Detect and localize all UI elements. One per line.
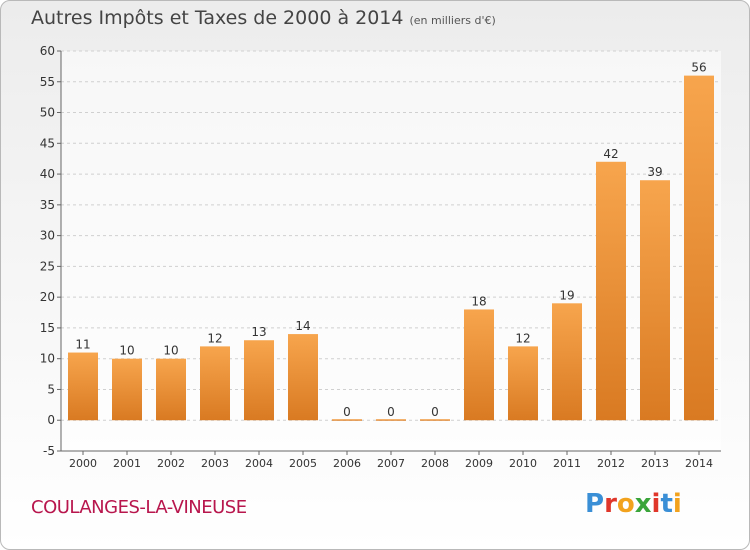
bar: [508, 346, 538, 421]
bar-value-label: 10: [119, 344, 134, 358]
unit-label: (en milliers d'€): [409, 14, 496, 27]
x-tick-label: 2000: [69, 457, 97, 470]
logo-letter: r: [604, 489, 617, 519]
bar: [68, 352, 98, 421]
logo-letter: x: [634, 489, 652, 519]
logo-letter: o: [616, 489, 635, 519]
bar: [244, 340, 274, 421]
y-tick-label: -5: [43, 444, 55, 458]
bar-value-label: 12: [207, 331, 222, 345]
bar-value-label: 10: [163, 344, 178, 358]
y-tick-label: 55: [40, 75, 55, 89]
y-tick-label: 40: [40, 167, 55, 181]
x-tick-label: 2014: [685, 457, 713, 470]
bar-value-label: 56: [691, 61, 706, 75]
x-tick-label: 2006: [333, 457, 361, 470]
x-tick-label: 2012: [597, 457, 625, 470]
x-tick-label: 2011: [553, 457, 581, 470]
y-tick-label: 15: [40, 321, 55, 335]
y-tick-label: 5: [47, 382, 55, 396]
logo-letter: t: [660, 489, 673, 519]
bar: [464, 309, 494, 421]
bar: [596, 161, 626, 421]
bar-value-label: 0: [431, 405, 439, 419]
logo-letter: i: [651, 489, 661, 519]
logo-letter: i: [672, 489, 682, 519]
bar-value-label: 12: [515, 331, 530, 345]
bar-value-label: 0: [387, 405, 395, 419]
bar: [156, 358, 186, 421]
bar: [288, 334, 318, 421]
y-tick-label: 10: [40, 352, 55, 366]
x-tick-label: 2005: [289, 457, 317, 470]
bar: [376, 419, 406, 421]
bar: [640, 180, 670, 421]
bar-value-label: 42: [603, 147, 618, 161]
bar: [552, 303, 582, 421]
y-tick-label: 60: [40, 44, 55, 58]
y-tick-label: 0: [47, 413, 55, 427]
x-tick-label: 2001: [113, 457, 141, 470]
x-tick-label: 2007: [377, 457, 405, 470]
logo-letter: P: [585, 489, 605, 519]
bar-value-label: 11: [75, 338, 90, 352]
y-tick-label: 30: [40, 229, 55, 243]
y-tick-label: 35: [40, 198, 55, 212]
bar-value-label: 39: [647, 165, 662, 179]
chart-title: Autres Impôts et Taxes de 2000 à 2014 (en…: [31, 7, 496, 29]
title-text: Autres Impôts et Taxes de 2000 à 2014: [31, 7, 404, 29]
x-tick-label: 2008: [421, 457, 449, 470]
bar-value-label: 18: [471, 294, 486, 308]
x-tick-label: 2002: [157, 457, 185, 470]
bar: [684, 75, 714, 421]
proxiti-logo: Proxiti: [585, 489, 682, 519]
bar-value-label: 19: [559, 288, 574, 302]
bar: [332, 419, 362, 421]
x-tick-label: 2010: [509, 457, 537, 470]
bar-value-label: 14: [295, 319, 310, 333]
x-tick-label: 2004: [245, 457, 273, 470]
x-tick-label: 2009: [465, 457, 493, 470]
bar-value-label: 13: [251, 325, 266, 339]
bar-value-label: 0: [343, 405, 351, 419]
y-tick-label: 25: [40, 259, 55, 273]
x-tick-label: 2013: [641, 457, 669, 470]
y-tick-label: 20: [40, 290, 55, 304]
commune-name: COULANGES-LA-VINEUSE: [31, 497, 247, 518]
y-tick-label: 45: [40, 136, 55, 150]
bar: [420, 419, 450, 421]
y-tick-label: 50: [40, 106, 55, 120]
bar: [200, 346, 230, 421]
x-tick-label: 2003: [201, 457, 229, 470]
bar: [112, 358, 142, 421]
